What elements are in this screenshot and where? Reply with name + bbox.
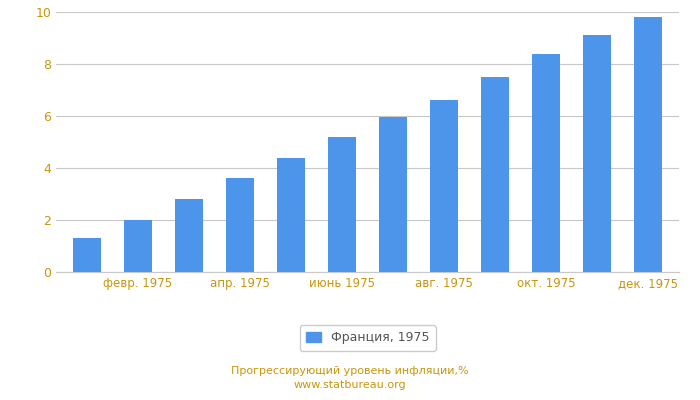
Bar [328,137,356,272]
Bar [532,54,560,272]
Bar [430,100,458,272]
Bar [583,35,611,272]
Text: Прогрессирующий уровень инфляции,%
www.statbureau.org: Прогрессирующий уровень инфляции,% www.s… [231,366,469,390]
Bar [226,178,254,272]
Bar [73,238,101,272]
Bar [481,77,509,272]
Bar [379,117,407,272]
Bar [277,158,305,272]
Bar [175,199,203,272]
Bar [634,17,662,272]
Bar [124,220,152,272]
Legend: Франция, 1975: Франция, 1975 [300,325,435,350]
